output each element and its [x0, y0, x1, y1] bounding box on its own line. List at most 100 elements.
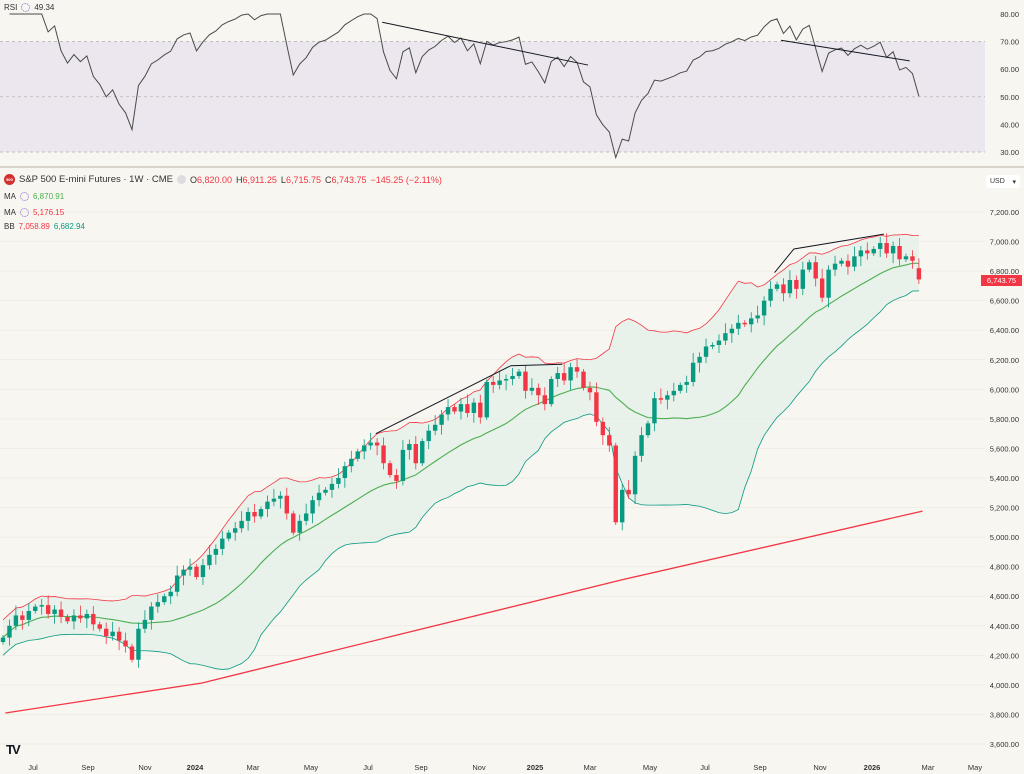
candle-body: [729, 328, 735, 334]
settings-icon[interactable]: [20, 208, 29, 217]
price-tick-label: 7,000.00: [990, 238, 1019, 247]
candle-body: [613, 445, 618, 523]
candle-body: [284, 495, 289, 514]
ma-long-legend: MA 5,176.15: [4, 208, 64, 217]
candle-body: [445, 407, 451, 415]
rsi-tick-label: 60.00: [1000, 65, 1019, 74]
collapse-icon[interactable]: [176, 175, 186, 184]
candle-body: [716, 340, 722, 345]
candle-body: [52, 609, 57, 614]
candle-body: [394, 475, 399, 481]
price-tick-label: 5,200.00: [990, 504, 1019, 513]
candle-body: [142, 619, 148, 629]
time-tick-label: Mar: [247, 763, 260, 772]
candle-body: [794, 279, 799, 289]
candle-body: [678, 384, 683, 391]
candle-body: [291, 513, 296, 533]
open-value: 6,820.00: [197, 174, 233, 185]
price-tick-label: 7,200.00: [990, 208, 1019, 217]
candle-body: [33, 606, 38, 611]
candle-body: [84, 613, 90, 619]
candle-body: [581, 371, 586, 388]
candle-body: [561, 373, 567, 381]
candle-body: [542, 395, 547, 405]
currency-select[interactable]: USD ▾: [986, 175, 1020, 188]
candle-body: [303, 513, 309, 521]
candle-body: [239, 520, 244, 529]
candle-body: [368, 442, 373, 446]
candle-body: [374, 442, 380, 446]
ma-short-legend: MA 6,870.91: [4, 192, 64, 201]
symbol-title[interactable]: S&P 500 E-mini Futures · 1W · CME: [19, 174, 173, 185]
low-value: 6,715.75: [285, 174, 321, 185]
candle-body: [329, 483, 335, 490]
candle-body: [168, 591, 173, 597]
candle-body: [626, 489, 631, 495]
candle-body: [336, 478, 341, 484]
change-value: −145.25 (−2.11%): [370, 174, 442, 185]
candle-body: [387, 463, 393, 476]
candle-body: [78, 615, 83, 619]
candle-body: [497, 380, 502, 385]
candle-body: [426, 430, 431, 442]
candle-body: [890, 245, 896, 254]
candle-body: [600, 421, 606, 436]
settings-icon[interactable]: [21, 3, 31, 12]
candle-body: [465, 404, 470, 413]
chevron-down-icon: ▾: [1012, 178, 1016, 186]
time-tick-label: Jul: [28, 763, 38, 772]
tradingview-logo[interactable]: TV: [6, 742, 21, 757]
price-tick-label: 6,800.00: [990, 267, 1019, 276]
symbol-logo: 500: [4, 174, 15, 185]
time-tick-label: 2025: [527, 763, 544, 772]
ma-label: MA: [4, 208, 16, 217]
time-tick-label: Sep: [81, 763, 94, 772]
candle-body: [471, 402, 477, 413]
price-tick-label: 5,800.00: [990, 415, 1019, 424]
candle-body: [736, 322, 741, 329]
candle-body: [607, 435, 612, 446]
close-value: 6,743.75: [331, 174, 367, 185]
rsi-tick-label: 80.00: [1000, 10, 1019, 19]
candle-body: [594, 392, 599, 422]
candle-body: [439, 414, 444, 425]
low-label: L: [280, 174, 286, 185]
candle-body: [852, 256, 857, 267]
price-tick-label: 4,800.00: [990, 563, 1019, 572]
candle-body: [549, 378, 554, 405]
candle-body: [910, 256, 915, 261]
time-tick-label: May: [643, 763, 657, 772]
candle-body: [903, 256, 909, 260]
candle-body: [813, 262, 818, 279]
price-trendline: [375, 363, 563, 435]
price-tick-label: 4,000.00: [990, 681, 1019, 690]
candle-body: [420, 441, 425, 464]
last-price-label: 6,743.75: [981, 275, 1022, 286]
candle-body: [116, 631, 122, 641]
candle-body: [761, 300, 767, 316]
candle-body: [632, 455, 638, 495]
candle-body: [0, 637, 6, 643]
candle-body: [362, 445, 367, 452]
bb-upper-value: 7,058.89: [18, 222, 50, 231]
symbol-legend: 500 S&P 500 E-mini Futures · 1W · CME O6…: [4, 174, 442, 185]
bb-label: BB: [4, 222, 15, 231]
ma-short-value: 6,870.91: [33, 192, 65, 201]
candle-body: [65, 616, 70, 622]
candle-body: [13, 615, 19, 626]
ma-label: MA: [4, 192, 16, 201]
candle-body: [749, 318, 754, 325]
candle-body: [710, 345, 715, 347]
candle-body: [529, 387, 535, 391]
price-tick-label: 4,200.00: [990, 651, 1019, 660]
candle-body: [878, 243, 883, 249]
settings-icon[interactable]: [20, 192, 29, 201]
time-tick-label: May: [304, 763, 318, 772]
candle-body: [26, 611, 31, 620]
candle-body: [45, 605, 51, 614]
candle-body: [865, 250, 870, 254]
candle-body: [258, 509, 264, 517]
candle-body: [536, 387, 541, 396]
candle-body: [310, 500, 315, 514]
